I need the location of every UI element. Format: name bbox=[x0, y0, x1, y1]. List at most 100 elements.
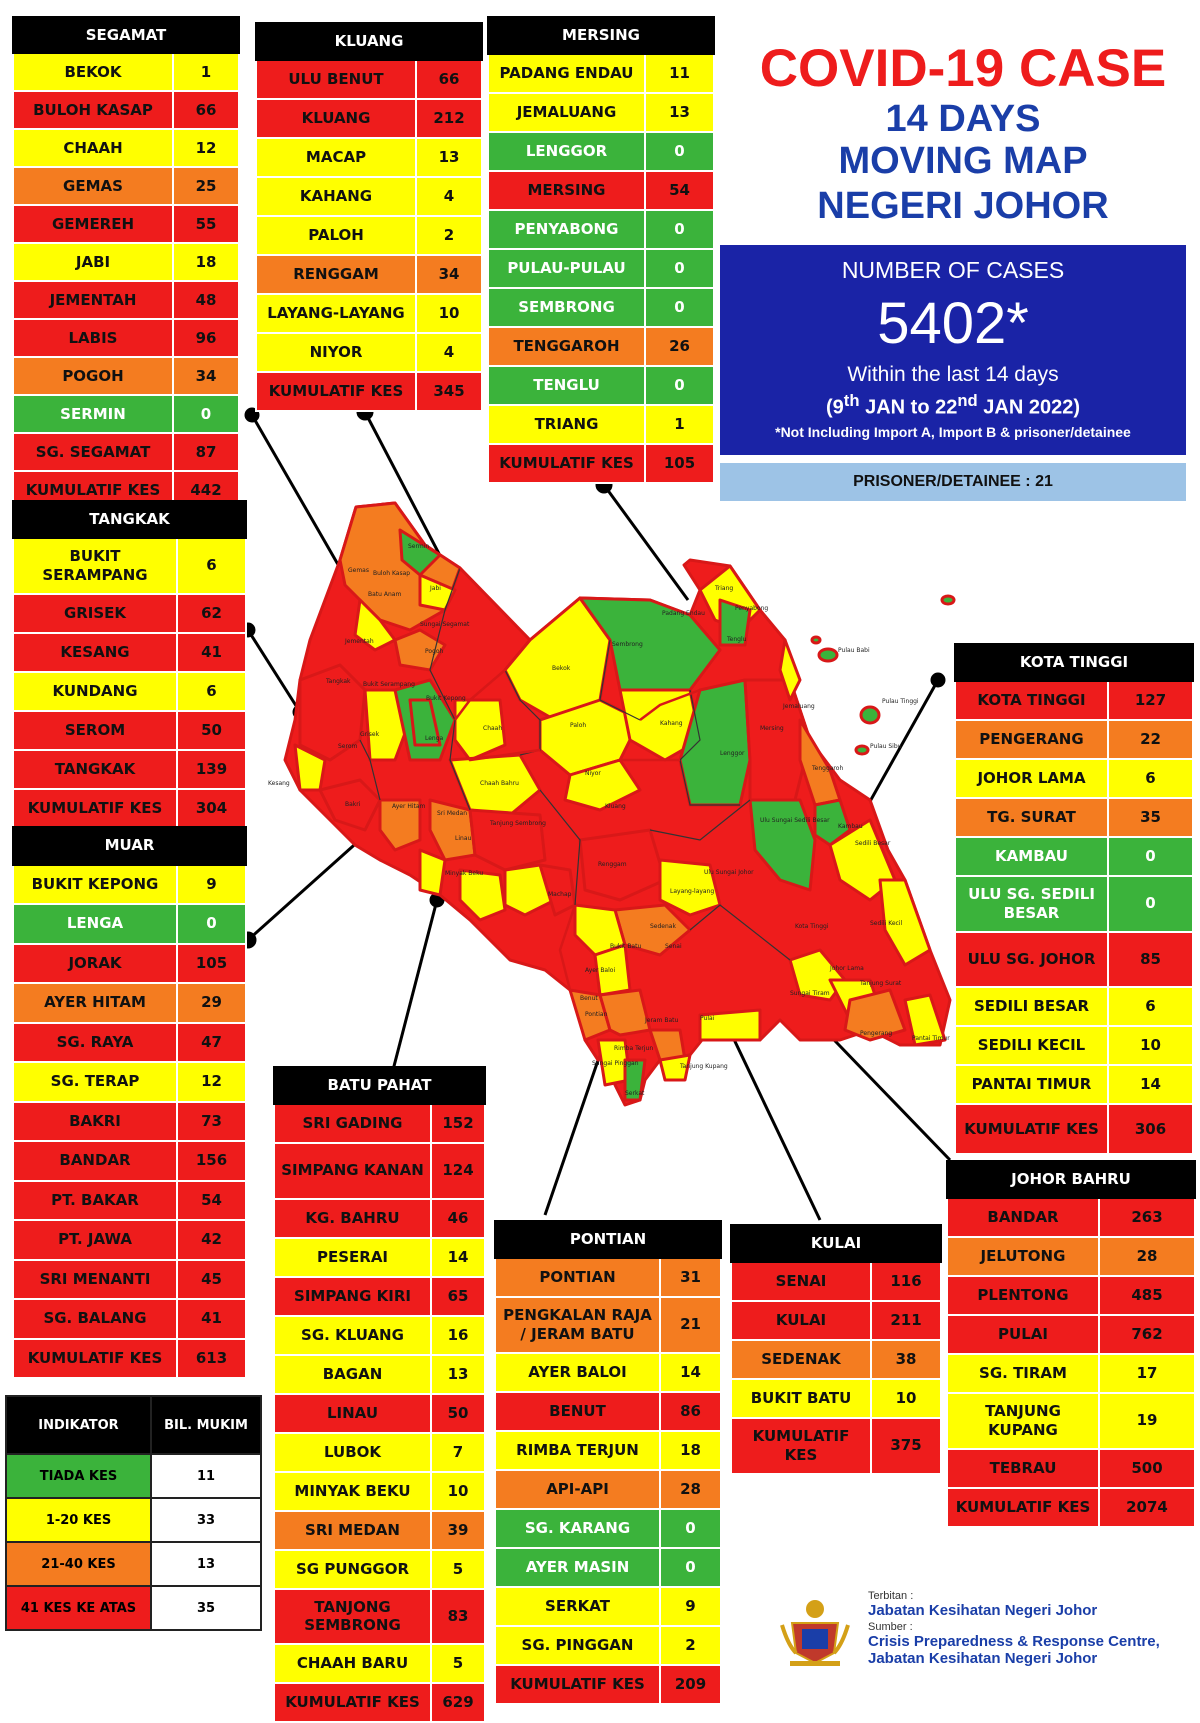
map-label: Kluang bbox=[605, 803, 626, 810]
mukim-row: PANTAI TIMUR 14 bbox=[954, 1064, 1195, 1106]
date-range-part: JAN to 22 bbox=[859, 396, 958, 419]
cumulative-row: KUMULATIF KES 209 bbox=[494, 1663, 722, 1705]
district-name: PONTIAN bbox=[494, 1220, 722, 1259]
mukim-case-count: 47 bbox=[176, 1021, 247, 1063]
mukim-case-count: 485 bbox=[1098, 1275, 1196, 1316]
district-header-row: JOHOR BAHRU bbox=[946, 1160, 1196, 1199]
mukim-row: BUKIT BATU 10 bbox=[730, 1378, 943, 1419]
mukim-name: BULOH KASAP bbox=[12, 90, 174, 130]
mukim-case-count: 46 bbox=[430, 1197, 486, 1239]
mukim-name: PALOH bbox=[255, 215, 417, 256]
mukim-row: ULU SG. JOHOR 85 bbox=[954, 930, 1195, 989]
mukim-row: BENUT 86 bbox=[494, 1390, 722, 1432]
mukim-case-count: 10 bbox=[1106, 1025, 1195, 1067]
mukim-name: TANJUNG KUPANG bbox=[946, 1392, 1100, 1450]
cumulative-label: KUMULATIF KES bbox=[494, 1663, 661, 1705]
mukim-row: SRI GADING 152 bbox=[273, 1103, 486, 1144]
mukim-row: TANGKAK 139 bbox=[12, 748, 247, 790]
map-label: Tenggaroh bbox=[811, 765, 843, 772]
mukim-case-count: 34 bbox=[171, 356, 241, 396]
mukim-case-count: 156 bbox=[176, 1140, 247, 1182]
map-label: Pulau Tinggi bbox=[882, 698, 919, 705]
map-label: Pontian bbox=[585, 1011, 608, 1018]
cumulative-label: KUMULATIF KES bbox=[12, 787, 178, 829]
map-label: Lenggor bbox=[720, 750, 745, 757]
mukim-row: LUBOK 7 bbox=[273, 1431, 486, 1473]
mukim-case-count: 0 bbox=[643, 131, 716, 172]
page-title: COVID-19 CASE bbox=[759, 39, 1167, 98]
mukim-name: JABI bbox=[12, 242, 174, 282]
map-label: Sungai Tiram bbox=[790, 990, 830, 997]
mukim-case-count: 19 bbox=[1098, 1392, 1196, 1450]
mukim-name: JEMALUANG bbox=[487, 92, 646, 133]
mukim-name: MERSING bbox=[487, 170, 646, 211]
mukim-row: SEDILI KECIL 10 bbox=[954, 1025, 1195, 1067]
mukim-case-count: 39 bbox=[430, 1509, 486, 1551]
mukim-row: BULOH KASAP 66 bbox=[12, 90, 241, 130]
mukim-row: KULAI 211 bbox=[730, 1300, 943, 1341]
cumulative-label: KUMULATIF KES bbox=[946, 1486, 1100, 1528]
mukim-name: PENGKALAN RAJA / JERAM BATU bbox=[494, 1296, 661, 1354]
map-label: Serkat bbox=[625, 1090, 645, 1097]
map-label: Triang bbox=[714, 585, 733, 592]
mukim-name: ULU SG. JOHOR bbox=[954, 930, 1109, 989]
district-header-row: KOTA TINGGI bbox=[953, 643, 1195, 682]
mukim-case-count: 10 bbox=[415, 293, 483, 334]
mukim-row: KAMBAU 0 bbox=[954, 836, 1195, 877]
mukim-case-count: 0 bbox=[1106, 875, 1195, 933]
mukim-row: BANDAR 263 bbox=[946, 1197, 1196, 1238]
mukim-case-count: 0 bbox=[643, 287, 716, 328]
map-label: Layang-layang bbox=[670, 888, 714, 895]
mukim-name: KOTA TINGGI bbox=[954, 680, 1109, 721]
publisher-label: Terbitan : bbox=[868, 1590, 914, 1602]
mukim-name: LENGGOR bbox=[487, 131, 646, 172]
mukim-case-count: 124 bbox=[430, 1142, 486, 1200]
mukim-row: KAHANG 4 bbox=[255, 176, 483, 217]
mukim-name: JORAK bbox=[12, 942, 178, 984]
mukim-row: SEDENAK 38 bbox=[730, 1339, 943, 1380]
map-label: Jabi bbox=[429, 585, 441, 592]
mukim-name: PADANG ENDAU bbox=[487, 53, 646, 94]
legend-count: 13 bbox=[150, 1541, 262, 1587]
map-label: Senai bbox=[665, 943, 682, 950]
map-label: Lenga bbox=[425, 735, 444, 742]
exclusion-note: *Not Including Import A, Import B & pris… bbox=[775, 423, 1131, 440]
cumulative-label: KUMULATIF KES bbox=[255, 371, 417, 412]
map-label: Kesang bbox=[268, 780, 290, 787]
mukim-row: RIMBA TERJUN 18 bbox=[494, 1429, 722, 1471]
mukim-case-count: 66 bbox=[415, 59, 483, 100]
mukim-name: JEMENTAH bbox=[12, 280, 174, 320]
mukim-case-count: 41 bbox=[176, 631, 247, 673]
mukim-row: AYER BALOI 14 bbox=[494, 1351, 722, 1393]
mukim-row: TENGLU 0 bbox=[487, 365, 716, 406]
mukim-case-count: 35 bbox=[1106, 797, 1195, 838]
mukim-row: LINAU 50 bbox=[273, 1392, 486, 1434]
mukim-row: JORAK 105 bbox=[12, 942, 247, 984]
mukim-case-count: 50 bbox=[430, 1392, 486, 1434]
mukim-case-count: 7 bbox=[430, 1431, 486, 1473]
mukim-row: SG. KLUANG 16 bbox=[273, 1314, 486, 1356]
map-label: Ayer Baloi bbox=[585, 967, 615, 974]
mukim-row: TG. SURAT 35 bbox=[954, 797, 1195, 838]
mukim-row: PLENTONG 485 bbox=[946, 1275, 1196, 1316]
mukim-row: KESANG 41 bbox=[12, 631, 247, 673]
mukim-name: BENUT bbox=[494, 1390, 661, 1432]
mukim-name: KG. BAHRU bbox=[273, 1197, 432, 1239]
mukim-name: SERMIN bbox=[12, 394, 174, 434]
mukim-case-count: 12 bbox=[176, 1061, 247, 1103]
mukim-row: GEMEREH 55 bbox=[12, 204, 241, 244]
mukim-name: BANDAR bbox=[946, 1197, 1100, 1238]
legend-label: 21-40 KES bbox=[5, 1541, 152, 1587]
mukim-case-count: 0 bbox=[1106, 836, 1195, 877]
map-label: Ulu Sungai Johor bbox=[704, 869, 754, 876]
mukim-row: LENGA 0 bbox=[12, 903, 247, 945]
mukim-name: SG. TERAP bbox=[12, 1061, 178, 1103]
cumulative-row: KUMULATIF KES 375 bbox=[730, 1417, 943, 1475]
mukim-row: KUNDANG 6 bbox=[12, 670, 247, 712]
mukim-case-count: 6 bbox=[176, 537, 247, 595]
mukim-case-count: 55 bbox=[171, 204, 241, 244]
map-label: Ulu Sungai Sedili Besar bbox=[760, 817, 830, 824]
map-label: Sermin bbox=[408, 543, 429, 550]
mukim-case-count: 116 bbox=[869, 1261, 943, 1302]
